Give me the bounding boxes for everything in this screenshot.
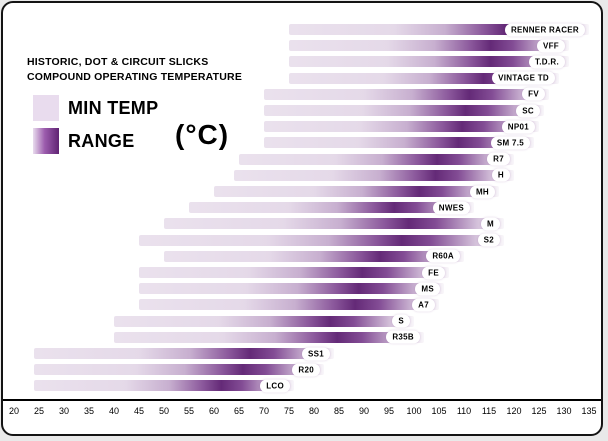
- bar-nwes: [189, 202, 474, 214]
- bar-label-r60a: R60A: [426, 249, 460, 263]
- legend-row-min-temp: MIN TEMP: [33, 95, 263, 121]
- bar-label-vintage-td: VINTAGE TD: [492, 71, 555, 85]
- bar-sm-7-5: [264, 137, 534, 149]
- x-tick-label: 35: [83, 406, 95, 416]
- bar-label-s: S: [392, 314, 410, 328]
- x-tick-label: 135: [581, 406, 597, 416]
- x-axis: 20 25 30 35 40 45 50 55 60 65 70 75 80 85 90 95 100 105 11…: [3, 399, 601, 434]
- min-temp-label: MIN TEMP: [68, 97, 159, 118]
- x-tick-label: 50: [158, 406, 170, 416]
- bar-label-fv: FV: [522, 87, 545, 101]
- bar-s: [114, 315, 414, 327]
- bar-label-mh: MH: [469, 185, 495, 198]
- title-line-2: COMPOUND OPERATING TEMPERATURE: [27, 71, 243, 83]
- x-tick-label: 115: [481, 406, 497, 416]
- x-tick-label: 75: [283, 406, 295, 416]
- bar-label-r20: R20: [292, 363, 320, 377]
- bar-m: [164, 218, 504, 230]
- plot-area: RENNER RACER VFF T.D.R. VINTAGE TD FV SC NP01 S…: [3, 3, 601, 434]
- bar-np01: [264, 121, 539, 133]
- x-tick-label: 120: [506, 406, 522, 416]
- x-tick-label: 60: [208, 406, 220, 416]
- bar-label-r7: R7: [487, 152, 510, 166]
- bar-lco: [34, 380, 294, 392]
- x-tick-label: 70: [258, 406, 270, 416]
- bar-ss1: [34, 348, 334, 359]
- bar-r60a: [164, 250, 464, 262]
- x-tick-label: 20: [8, 406, 20, 416]
- title-line-1: HISTORIC, DOT & CIRCUIT SLICKS: [27, 56, 209, 68]
- bar-label-lco: LCO: [260, 379, 290, 393]
- bar-label-m: M: [481, 217, 500, 231]
- bar-r20: [34, 364, 324, 376]
- bar-sc: [264, 105, 544, 116]
- bar-label-vff: VFF: [536, 39, 565, 53]
- bar-label-r35b: R35B: [386, 330, 420, 344]
- bar-label-h: H: [491, 168, 510, 182]
- x-tick-label: 110: [456, 406, 472, 416]
- range-label: RANGE: [68, 130, 135, 151]
- bar-label-sm-7-5: SM 7.5: [490, 136, 530, 150]
- bar-fe: [139, 267, 449, 278]
- bar-label-ms: MS: [415, 282, 440, 296]
- bar-label-ss1: SS1: [301, 347, 330, 360]
- x-tick-label: 130: [556, 406, 572, 416]
- x-tick-label: 90: [358, 406, 370, 416]
- unit-label: (°C): [175, 119, 230, 150]
- x-tick-label: 30: [58, 406, 70, 416]
- bar-r7: [239, 153, 514, 165]
- bar-renner-racer: [289, 24, 589, 35]
- bar-label-a7: A7: [412, 298, 435, 312]
- bar-label-nwes: NWES: [432, 201, 470, 215]
- bar-label-sc: SC: [516, 104, 540, 117]
- bar-label-renner-racer: RENNER RACER: [504, 23, 585, 36]
- x-tick-label: 125: [531, 406, 547, 416]
- x-tick-label: 85: [333, 406, 345, 416]
- legend-row-range: RANGE: [33, 128, 263, 154]
- bar-fv: [264, 88, 549, 100]
- bar-label-np01: NP01: [501, 120, 535, 134]
- bar-vff: [289, 40, 569, 52]
- x-tick-label: 45: [133, 406, 145, 416]
- x-tick-label: 100: [406, 406, 422, 416]
- x-tick-label: 55: [183, 406, 195, 416]
- range-swatch: [33, 128, 59, 154]
- bar-label-t-d-r: T.D.R.: [528, 55, 565, 69]
- bar-a7: [139, 299, 439, 311]
- legend: MIN TEMP RANGE: [33, 95, 263, 161]
- bar-label-fe: FE: [422, 266, 445, 279]
- x-tick-label: 105: [431, 406, 447, 416]
- x-tick-label: 65: [233, 406, 245, 416]
- chart-title: HISTORIC, DOT & CIRCUIT SLICKS COMPOUND …: [27, 55, 242, 85]
- bar-r35b: [114, 331, 424, 343]
- bar-label-s2: S2: [477, 233, 500, 247]
- x-tick-label: 25: [33, 406, 45, 416]
- x-tick-label: 80: [308, 406, 320, 416]
- min-temp-swatch: [33, 95, 59, 121]
- x-tick-label: 95: [383, 406, 395, 416]
- x-tick-label: 40: [108, 406, 120, 416]
- bar-h: [234, 169, 514, 181]
- bar-mh: [214, 186, 499, 197]
- bar-t-d-r: [289, 56, 569, 68]
- bar-vintage-td: [289, 72, 559, 84]
- chart-frame: RENNER RACER VFF T.D.R. VINTAGE TD FV SC NP01 S…: [1, 1, 603, 436]
- bar-s2: [139, 234, 504, 246]
- bar-ms: [139, 283, 444, 295]
